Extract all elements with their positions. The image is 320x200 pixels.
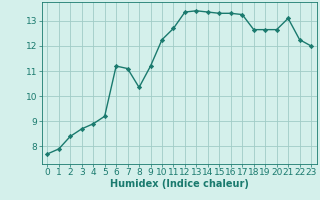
X-axis label: Humidex (Indice chaleur): Humidex (Indice chaleur)	[110, 179, 249, 189]
